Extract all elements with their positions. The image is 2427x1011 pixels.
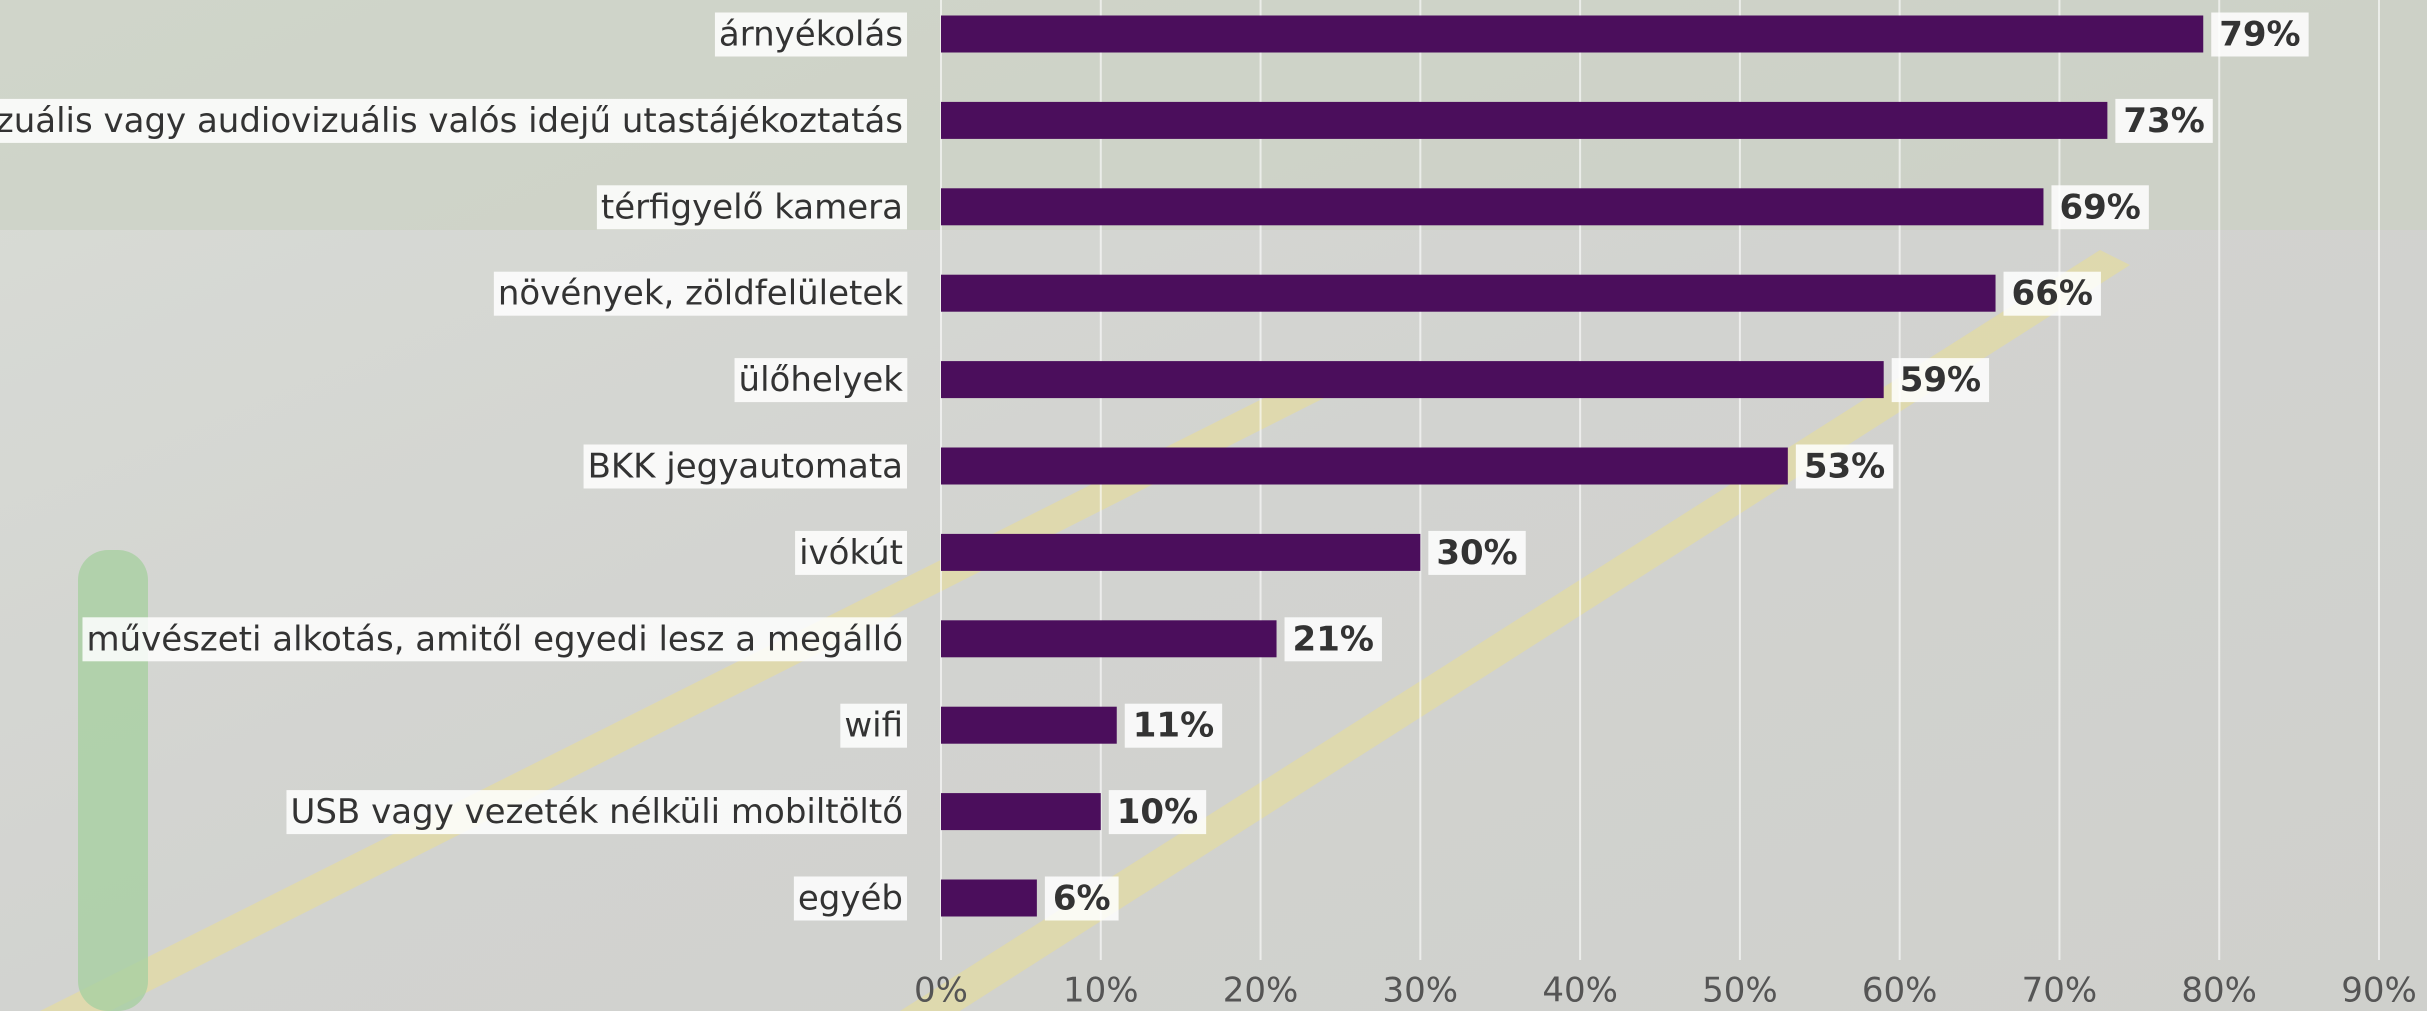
- x-tick-label: 70%: [2022, 971, 2098, 1011]
- value-label: 10%: [1117, 792, 1198, 832]
- y-tick-label: ülőhelyek: [739, 360, 904, 400]
- bar: [941, 101, 2108, 139]
- x-tick-label: 60%: [1862, 971, 1938, 1011]
- y-tick-label: BKK jegyautomata: [588, 447, 903, 487]
- value-label: 6%: [1053, 879, 1111, 919]
- bar: [941, 793, 1101, 831]
- x-tick-label: 90%: [2341, 971, 2417, 1011]
- label-background: [1108, 790, 1207, 835]
- label-background: [2003, 271, 2101, 316]
- x-tick-label: 40%: [1542, 971, 1618, 1011]
- y-tick-label: növények, zöldfelületek: [498, 274, 903, 314]
- bar: [941, 879, 1037, 917]
- label-background: [2115, 98, 2213, 143]
- label-background: [1044, 876, 1119, 921]
- y-tick-label: árnyékolás: [719, 15, 903, 55]
- label-background: [82, 617, 907, 662]
- label-background: [795, 530, 907, 575]
- label-background: [286, 790, 907, 835]
- label-background: [793, 876, 907, 921]
- y-tick-label: USB vagy vezeték nélküli mobiltöltő: [290, 792, 903, 832]
- value-label: 11%: [1133, 706, 1214, 746]
- label-background: [2211, 12, 2309, 57]
- label-background: [583, 444, 907, 489]
- label-background: [714, 12, 907, 57]
- label-background: [596, 185, 907, 230]
- x-tick-label: 20%: [1223, 971, 1299, 1011]
- lane-line: [900, 250, 2130, 1011]
- label-background: [493, 271, 908, 316]
- x-tick-label: 50%: [1702, 971, 1778, 1011]
- value-label: 59%: [1900, 360, 1981, 400]
- label-background: [840, 703, 907, 748]
- label-background: [1795, 444, 1894, 489]
- y-tick-label: egyéb: [798, 879, 903, 919]
- value-label: 53%: [1804, 447, 1885, 487]
- bar: [941, 706, 1117, 744]
- bar: [941, 274, 1996, 312]
- label-background: [1124, 703, 1223, 748]
- label-background: [734, 358, 908, 403]
- value-label: 79%: [2219, 15, 2300, 55]
- x-tick-label: 10%: [1063, 971, 1139, 1011]
- y-tick-label: wifi: [844, 706, 903, 746]
- label-background: [0, 98, 907, 143]
- bar: [941, 15, 2204, 53]
- value-label: 66%: [2012, 274, 2093, 314]
- y-tick-label: ivókút: [799, 533, 903, 573]
- label-background: [1284, 617, 1382, 662]
- bar: [941, 620, 1277, 658]
- value-label: 69%: [2059, 187, 2140, 227]
- label-background: [1428, 530, 1526, 575]
- value-label: 21%: [1293, 619, 1374, 659]
- bar: [941, 361, 1884, 399]
- label-background: [1891, 358, 1990, 403]
- bar: [941, 447, 1788, 485]
- label-background: [2051, 185, 2149, 230]
- y-tick-label: vizuális vagy audiovizuális valós idejű …: [0, 101, 903, 141]
- bar: [941, 188, 2044, 226]
- y-tick-label: művészeti alkotás, amitől egyedi lesz a …: [86, 619, 903, 659]
- bollard: [78, 550, 148, 1011]
- bar: [941, 533, 1421, 571]
- value-label: 73%: [2123, 101, 2204, 141]
- x-tick-label: 80%: [2181, 971, 2257, 1011]
- value-label: 30%: [1436, 533, 1517, 573]
- x-tick-label: 0%: [914, 971, 968, 1011]
- x-tick-label: 30%: [1383, 971, 1459, 1011]
- y-tick-label: térfigyelő kamera: [601, 187, 903, 227]
